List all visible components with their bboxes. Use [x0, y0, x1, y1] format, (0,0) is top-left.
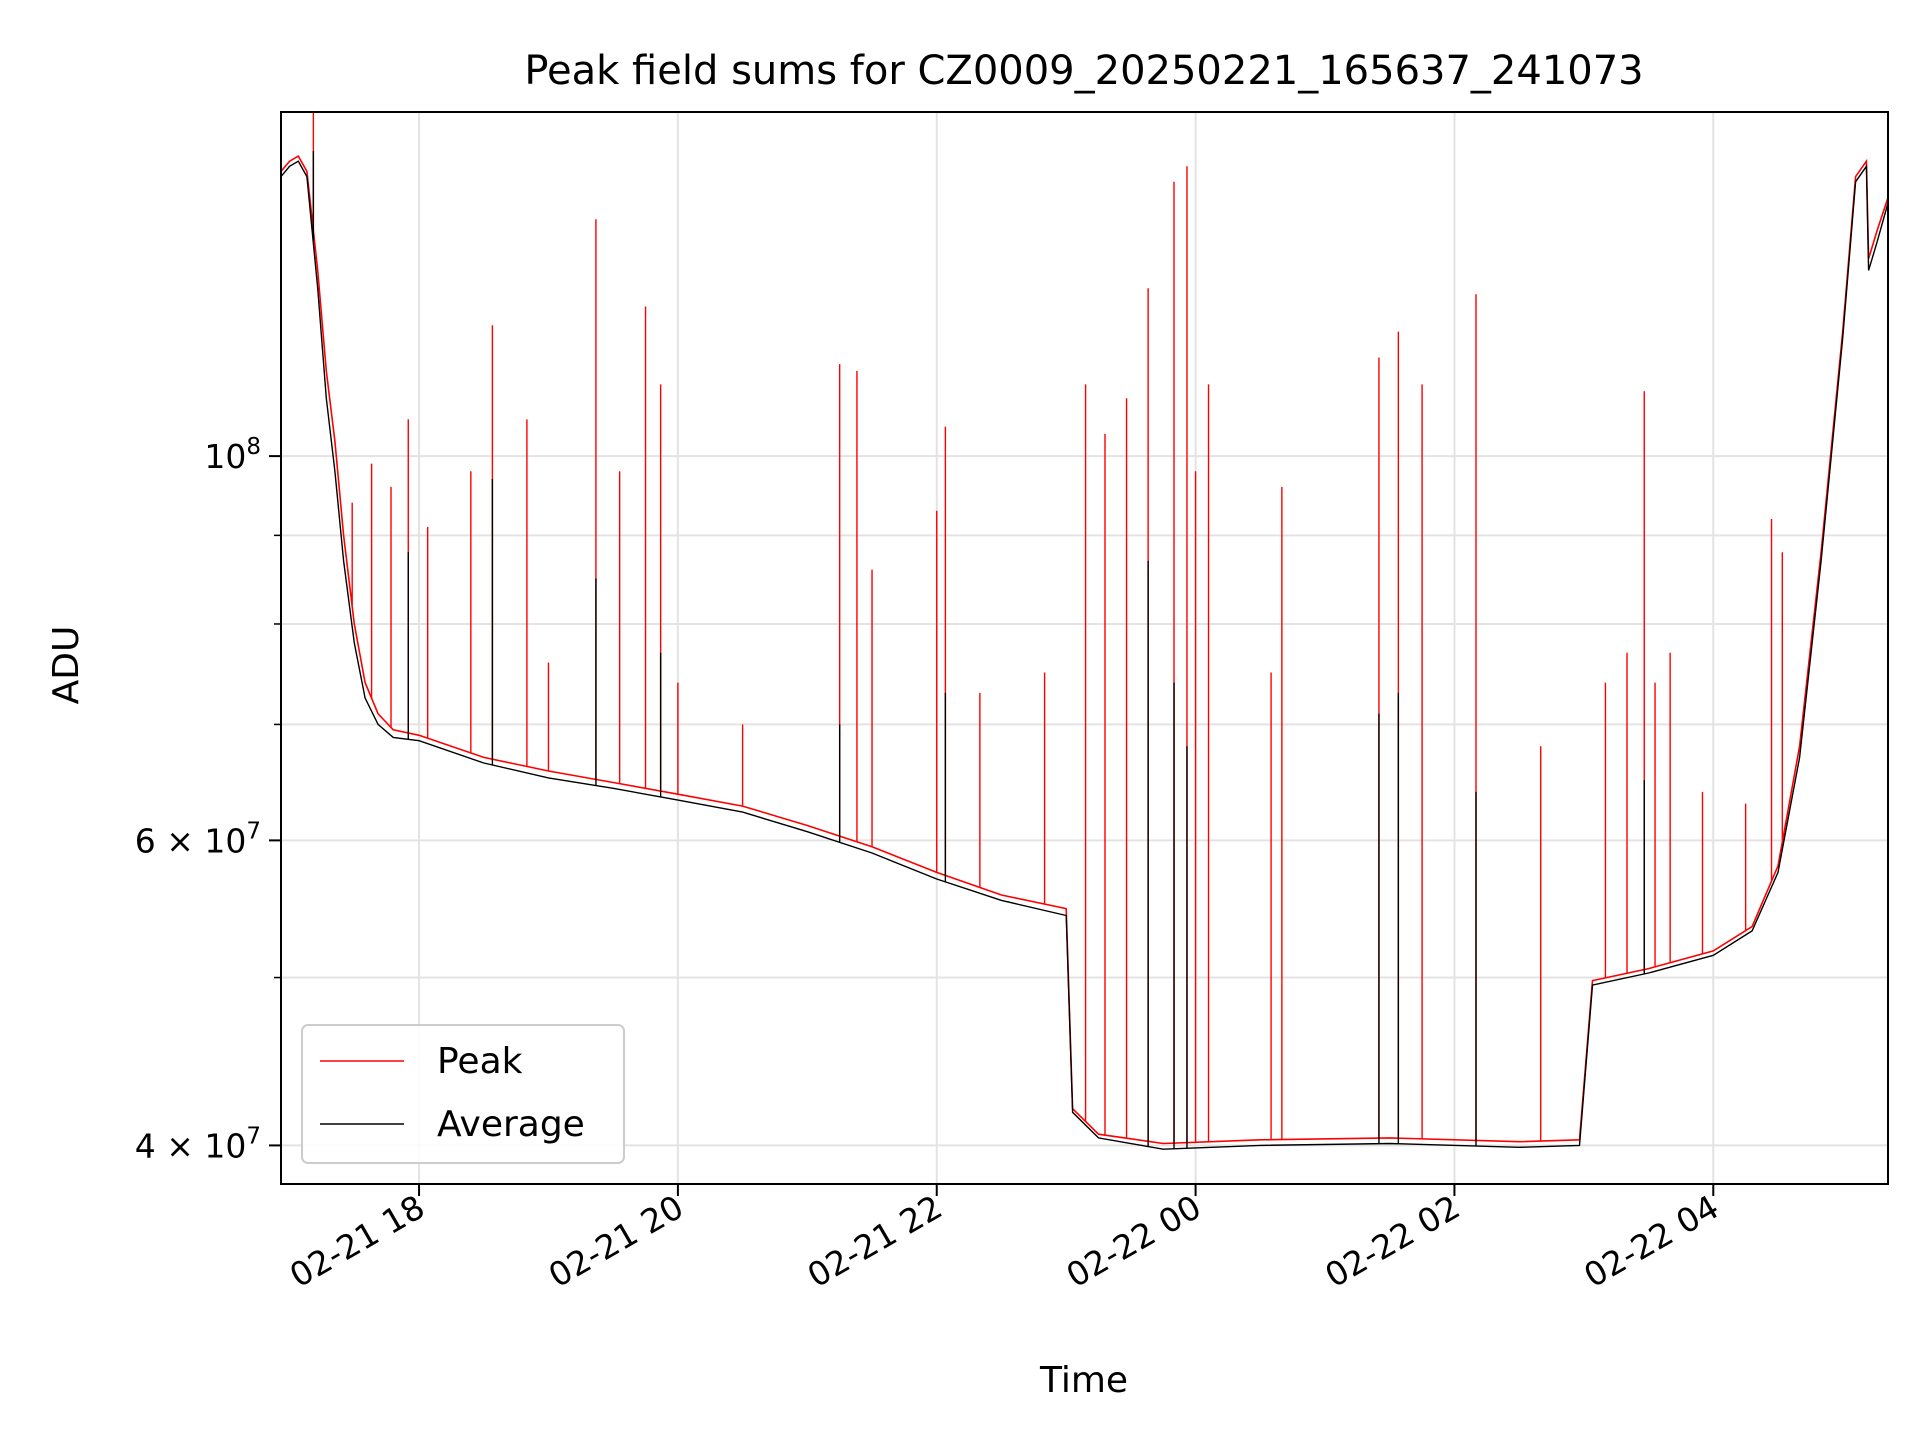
- y-axis: 108 6 × 107 4 × 107: [135, 434, 281, 1165]
- legend-box: [301, 1024, 625, 1164]
- y-axis-label: ADU: [46, 626, 87, 705]
- grid: [281, 112, 1888, 1184]
- series-line-peak: [280, 154, 1889, 1145]
- chart-title: Peak field sums for CZ0009_20250221_1656…: [524, 48, 1643, 94]
- plot-area: [280, 112, 1889, 1150]
- legend-label-average: Average: [437, 1104, 585, 1145]
- series-line-average: [280, 160, 1889, 1150]
- legend-label-peak: Peak: [437, 1041, 523, 1082]
- legend: Peak Average: [301, 1024, 625, 1164]
- y-tick-label: 4 × 107: [135, 1123, 261, 1165]
- x-axis-label: Time: [1039, 1360, 1128, 1401]
- y-tick-label: 108: [204, 434, 261, 476]
- plot-frame: [280, 111, 1889, 1185]
- y-tick-label: 6 × 107: [135, 818, 261, 860]
